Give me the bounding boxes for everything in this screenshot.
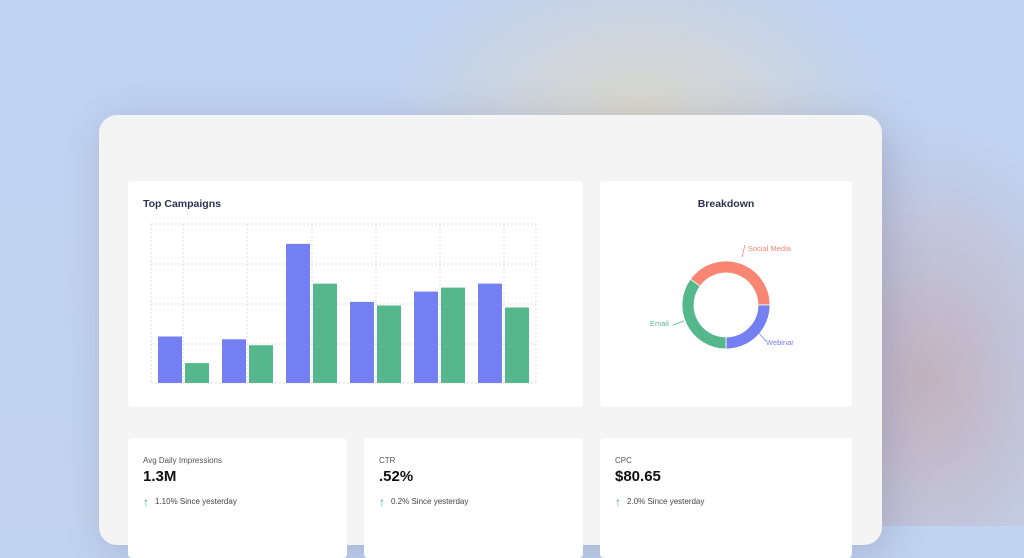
bar [505,307,529,383]
bar [249,345,273,383]
stat-label: Avg Daily Impressions [143,456,222,465]
stat-change-text: 2.0% Since yesterday [627,497,705,506]
bar [377,305,401,383]
arrow-up-icon: ↑ [379,494,385,509]
donut-segments [681,260,771,350]
stat-change: ↑ 0.2% Since yesterday [379,494,469,509]
stat-card-ctr: CTR .52% ↑ 0.2% Since yesterday [364,438,583,558]
bar [313,283,337,383]
bar [158,336,182,383]
stat-value: .52% [379,468,414,485]
bar [441,287,465,383]
label-webinar: Webinar [766,338,794,347]
arrow-up-icon: ↑ [143,494,149,509]
bars [158,243,529,383]
top-campaigns-card: Top Campaigns [128,181,583,407]
label-email: Email [650,319,669,328]
stat-card-cpc: CPC $80.65 ↑ 2.0% Since yesterday [600,438,852,558]
bar [350,301,374,383]
dashboard-panel: Top Campaigns Breakdown [99,115,882,558]
label-social-media: Social Media [748,244,792,253]
stat-value: 1.3M [143,468,177,485]
top-campaigns-title: Top Campaigns [143,198,221,210]
grid [150,223,537,384]
bar-chart [150,223,537,384]
donut-segment [689,260,771,306]
bar [286,243,310,383]
stat-change-text: 1.10% Since yesterday [155,497,237,506]
stat-label: CPC [615,456,632,465]
stat-label: CTR [379,456,396,465]
bar [478,283,502,383]
bar [222,339,246,383]
donut-segment [681,278,727,350]
bar [414,291,438,383]
stat-change: ↑ 1.10% Since yesterday [143,494,237,509]
breakdown-title: Breakdown [697,198,755,210]
donut-segment [725,304,771,350]
bar [185,363,209,383]
breakdown-card: Breakdown Social Media Email Webinar [600,181,852,407]
stat-card-impressions: Avg Daily Impressions 1.3M ↑ 1.10% Since… [128,438,347,558]
stat-change: ↑ 2.0% Since yesterday [615,494,705,509]
stat-change-text: 0.2% Since yesterday [391,497,469,506]
donut-chart: Social Media Email Webinar [650,244,794,350]
stat-value: $80.65 [615,468,661,485]
arrow-up-icon: ↑ [615,494,621,509]
